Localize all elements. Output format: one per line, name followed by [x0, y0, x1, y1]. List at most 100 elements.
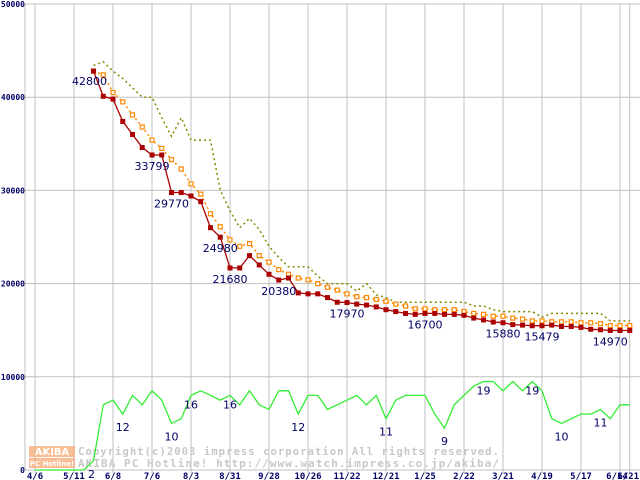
point-avg-price — [539, 318, 545, 324]
point-min-price — [256, 262, 262, 268]
point-avg-price — [110, 89, 116, 96]
point-min-price — [412, 311, 418, 317]
x-tick-label: 6/14 — [606, 472, 628, 480]
data-label: 12 — [116, 421, 130, 434]
point-avg-price — [568, 319, 574, 325]
point-avg-price — [480, 311, 487, 317]
x-tick-label: 6/8 — [105, 472, 121, 480]
point-avg-price — [217, 224, 223, 230]
point-avg-price — [315, 281, 321, 287]
data-label: 12 — [291, 421, 305, 434]
point-min-price — [432, 310, 438, 316]
point-min-price — [266, 271, 272, 277]
point-min-price — [334, 299, 340, 305]
x-axis: 4/6 5/11 6/8 7/6 8/3 8/31 9/28 10/26 11/22 12/21 1… — [27, 472, 639, 480]
y-tick-label: 0 — [20, 466, 25, 475]
point-min-price — [549, 322, 555, 328]
data-label: 29770 — [154, 198, 189, 211]
series-group — [35, 60, 633, 471]
point-avg-price — [578, 320, 584, 326]
x-tick-label: 4/19 — [531, 472, 553, 480]
point-avg-price — [159, 145, 165, 152]
point-min-price — [295, 290, 301, 296]
point-avg-price — [519, 316, 526, 322]
point-avg-price — [227, 237, 233, 243]
data-label: 24980 — [203, 242, 238, 255]
point-min-price — [91, 68, 96, 74]
data-label: 19 — [525, 384, 539, 397]
data-label: 42800 — [72, 75, 107, 88]
logo-pc-hotline: PC Hotline! — [30, 460, 74, 468]
point-min-price — [130, 131, 135, 137]
point-min-price — [383, 307, 389, 313]
point-avg-price — [149, 137, 155, 143]
point-min-price — [217, 234, 223, 240]
point-avg-price — [344, 291, 350, 297]
point-avg-price — [334, 287, 340, 293]
y-axis: 0 10000 20000 30000 40000 50000 — [1, 0, 25, 475]
point-min-price — [627, 327, 633, 333]
point-avg-price — [510, 315, 516, 321]
point-min-price — [159, 152, 165, 158]
point-avg-price — [441, 307, 448, 313]
point-min-price — [276, 277, 282, 283]
point-min-price — [510, 322, 516, 328]
data-label: 17970 — [330, 308, 365, 321]
point-avg-price — [246, 240, 253, 247]
y-tick-label: 40000 — [1, 93, 25, 102]
x-tick-label: 1/25 — [414, 472, 436, 480]
y-tick-label: 10000 — [1, 373, 25, 382]
x-tick-label: 11/22 — [333, 472, 360, 480]
point-min-price — [188, 193, 194, 199]
point-avg-price — [276, 267, 282, 273]
data-label: 19 — [477, 384, 491, 397]
point-avg-price — [168, 157, 175, 163]
grid — [24, 3, 640, 473]
point-min-price — [442, 311, 447, 317]
point-min-price — [149, 152, 155, 158]
point-min-price — [354, 301, 360, 307]
point-avg-price — [597, 321, 604, 327]
x-tick-label: 12/21 — [372, 472, 399, 480]
x-tick-label: 10/26 — [294, 472, 321, 480]
data-label: 16 — [223, 398, 237, 411]
point-min-price — [227, 265, 233, 271]
point-min-price — [315, 291, 321, 297]
data-label: 2 — [88, 468, 95, 480]
point-min-price — [120, 118, 126, 124]
data-labels: 42800 33799 29770 24980 21680 20380 17970 16700… — [72, 75, 628, 480]
point-min-price — [373, 304, 379, 310]
point-avg-price — [402, 303, 409, 309]
point-min-price — [588, 326, 594, 332]
x-tick-label: 5/17 — [570, 472, 592, 480]
point-min-price — [461, 312, 467, 318]
point-min-price — [110, 96, 116, 102]
point-min-price — [325, 295, 330, 301]
point-min-price — [139, 145, 145, 151]
point-avg-price — [617, 322, 623, 329]
point-avg-price — [305, 277, 311, 283]
point-min-price — [500, 320, 506, 326]
point-avg-price — [451, 307, 457, 313]
data-label: 21680 — [213, 273, 248, 286]
point-min-price — [198, 199, 204, 205]
point-avg-price — [120, 99, 126, 105]
point-avg-price — [324, 284, 331, 290]
point-avg-price — [383, 298, 389, 304]
watermark: AKIBA PC Hotline! Copyright(c)2003 impre… — [29, 445, 499, 470]
point-min-price — [178, 190, 184, 196]
point-min-price — [598, 327, 603, 333]
point-min-price — [286, 275, 291, 281]
data-label: 11 — [379, 426, 393, 439]
point-min-price — [607, 327, 613, 333]
x-tick-label: 7/6 — [144, 472, 160, 480]
x-tick-label: 2/22 — [453, 472, 475, 480]
point-min-price — [305, 291, 311, 297]
point-avg-price — [490, 313, 496, 319]
point-min-price — [490, 319, 496, 325]
data-label: 10 — [165, 430, 179, 443]
point-avg-price — [354, 294, 360, 300]
point-min-price — [539, 323, 545, 329]
point-min-price — [481, 317, 486, 323]
